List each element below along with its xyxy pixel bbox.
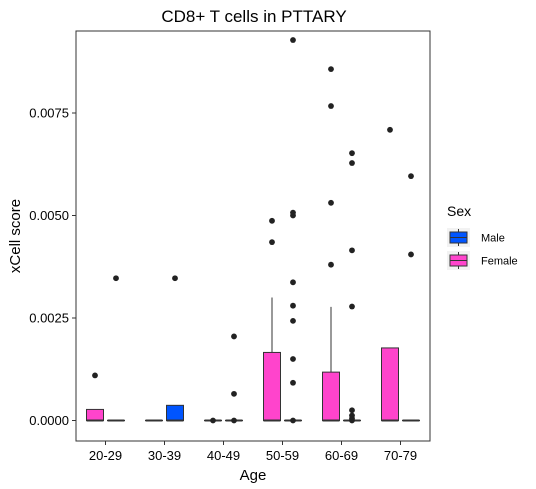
outlier-point: [328, 103, 334, 109]
outlier-point: [172, 275, 178, 282]
outlier-point: [349, 303, 355, 310]
legend-label-male: Male: [481, 233, 505, 245]
outlier-layer: [92, 37, 414, 424]
outlier-point: [290, 379, 296, 386]
outlier-point: [290, 279, 296, 286]
outlier-point: [290, 417, 296, 424]
x-axis: 20-29 30-39 40-49 50-59 60-69 70-79: [89, 441, 417, 463]
outlier-point: [269, 239, 275, 246]
box-female-60-69: [322, 306, 340, 422]
y-tick-label: 0.0000: [29, 413, 69, 428]
box-body: [86, 408, 104, 421]
outlier-point: [290, 37, 296, 43]
outlier-point: [113, 275, 119, 282]
box-body: [263, 351, 281, 421]
x-tick-label: 50-59: [266, 448, 299, 463]
y-tick-label: 0.0050: [29, 208, 69, 223]
legend-key-male: [447, 228, 470, 247]
x-tick-label: 30-39: [148, 448, 181, 463]
box-body: [322, 371, 340, 421]
outlier-point: [408, 251, 414, 258]
chart-title: CD8+ T cells in PTTARY: [161, 7, 346, 26]
outlier-point: [349, 150, 355, 157]
outlier-point: [328, 199, 334, 206]
outlier-point: [349, 417, 355, 424]
box-male-30-39: [166, 404, 184, 422]
x-tick-label: 20-29: [89, 448, 122, 463]
x-tick-label: 70-79: [384, 448, 417, 463]
y-tick-label: 0.0025: [29, 311, 69, 326]
outlier-point: [231, 417, 237, 424]
legend: Sex Male Female: [447, 203, 518, 270]
x-tick-label: 40-49: [207, 448, 240, 463]
outlier-point: [387, 126, 393, 133]
outlier-point: [349, 160, 355, 166]
box-body: [166, 404, 184, 421]
outlier-point: [328, 66, 334, 73]
box-female-70-79: [381, 347, 399, 422]
y-tick-label: 0.0075: [29, 106, 69, 121]
box-body: [381, 347, 399, 421]
outlier-point: [269, 217, 275, 224]
y-axis: 0.0000 0.0025 0.0050 0.0075: [29, 106, 76, 428]
y-axis-title: xCell score: [7, 199, 24, 273]
x-axis-title: Age: [240, 467, 267, 484]
box-female-20-29: [86, 408, 104, 422]
outlier-point: [290, 317, 296, 324]
outlier-point: [290, 212, 296, 219]
boxplot-layer: [86, 297, 420, 422]
outlier-point: [290, 302, 296, 309]
outlier-point: [328, 261, 334, 268]
outlier-point: [210, 417, 216, 424]
outlier-point: [408, 173, 414, 180]
legend-label-female: Female: [481, 256, 518, 268]
outlier-point: [231, 390, 237, 397]
outlier-point: [290, 356, 296, 362]
outlier-point: [92, 372, 98, 379]
box-female-50-59: [263, 297, 281, 422]
outlier-point: [231, 333, 237, 340]
x-tick-label: 60-69: [325, 448, 358, 463]
legend-key-female: [447, 251, 470, 270]
outlier-point: [349, 247, 355, 254]
legend-title: Sex: [447, 203, 471, 219]
plot-panel: [75, 30, 431, 442]
outlier-point: [349, 407, 355, 414]
